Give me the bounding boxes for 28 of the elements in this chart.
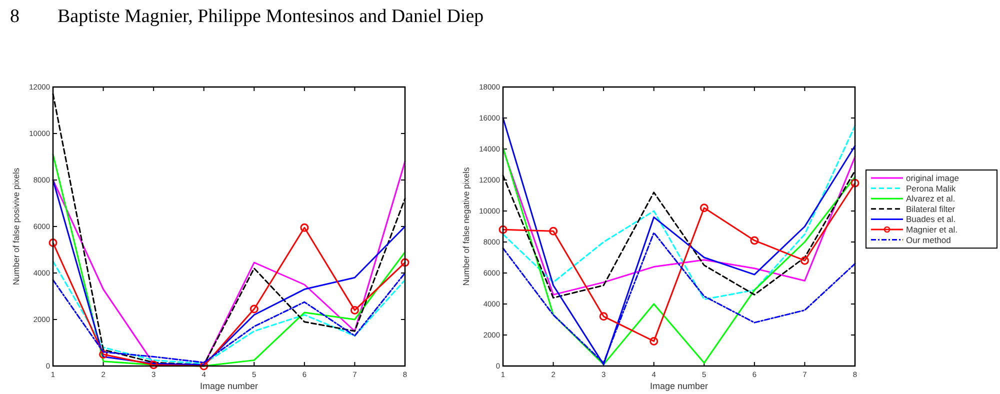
x-axis-title: Image number	[200, 381, 258, 391]
x-axis-title: Image number	[650, 381, 708, 391]
legend-label: Bilateral filter	[906, 204, 956, 214]
point	[200, 362, 208, 370]
legend-label: Alvarez et al.	[906, 194, 956, 204]
point	[850, 178, 860, 188]
legend-label: Perona Malik	[906, 183, 956, 194]
point	[650, 336, 658, 346]
point	[800, 256, 809, 265]
point	[599, 312, 608, 321]
point	[750, 236, 759, 245]
point	[549, 226, 558, 236]
point	[48, 238, 58, 248]
point	[300, 223, 309, 232]
legend-label: Magnier et al.	[906, 224, 958, 234]
point	[498, 225, 508, 234]
legend-label: Our method	[906, 234, 952, 245]
point	[99, 350, 108, 359]
y-axis-title: Number of false posivive pixels	[11, 168, 21, 286]
point	[400, 258, 410, 267]
y-axis-title: Number of false negative pixels	[461, 167, 471, 286]
legend-label: original image	[906, 172, 960, 183]
point	[149, 360, 158, 370]
point	[350, 306, 359, 314]
point	[700, 204, 708, 212]
text: 8 Baptiste Magnier, Philippe Montesinos and Daniel Diep	[10, 6, 484, 27]
point	[250, 304, 258, 314]
legend-label: Buades et al.	[906, 214, 956, 224]
